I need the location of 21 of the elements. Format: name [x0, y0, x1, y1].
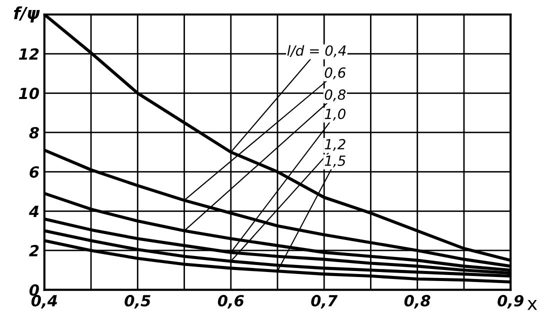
x-axis-title: x	[527, 300, 538, 310]
text: 0,6	[324, 67, 346, 80]
y-tick-label: 12	[18, 48, 39, 60]
text: 1,0	[324, 108, 346, 121]
text: l/d = 0,4	[287, 45, 346, 58]
x-tick-label: 0,4	[31, 294, 57, 308]
x-tick-label: 0,5	[124, 294, 150, 308]
x-tick-label: 0,7	[311, 294, 338, 308]
y-tick-label: 4	[28, 206, 39, 217]
x-tick-label: 0,8	[404, 294, 430, 308]
y-tick-label: 0	[29, 284, 39, 296]
x-tick-label: 0,6	[218, 294, 244, 308]
x-tick-label: 0,9	[498, 294, 524, 308]
y-tick-label: 8	[29, 126, 39, 138]
y-tick-label: 6	[30, 166, 39, 178]
y-tick-label: 10	[18, 88, 39, 100]
text: 1,2	[324, 138, 346, 151]
y-tick-label: 2	[29, 244, 39, 256]
y-axis-title: f/ψ	[14, 6, 40, 23]
text: 1,5	[324, 156, 346, 168]
text: 0,8	[324, 89, 346, 102]
